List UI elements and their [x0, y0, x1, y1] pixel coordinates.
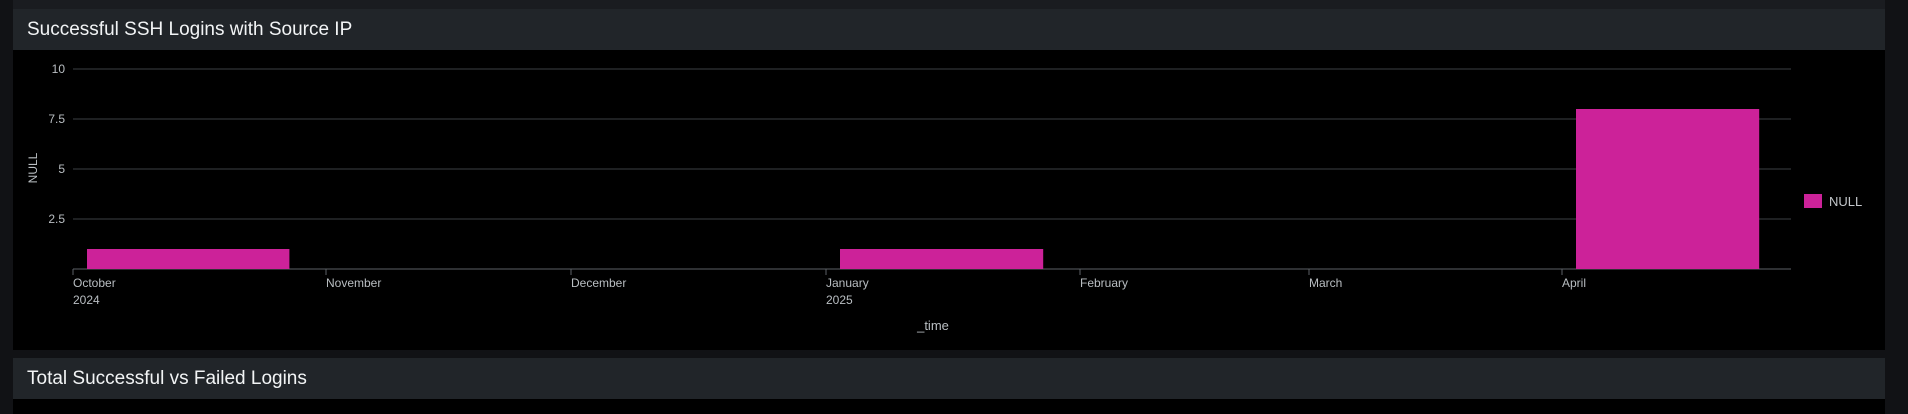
- y-axis-label: NULL: [26, 152, 40, 183]
- y-tick-label: 10: [52, 62, 66, 76]
- previous-panel-edge: [13, 0, 1885, 9]
- bar[interactable]: [840, 249, 1044, 269]
- panel-title-total-logins: Total Successful vs Failed Logins: [13, 358, 1885, 399]
- x-tick-label: April: [1562, 276, 1586, 290]
- bar-chart: 2.5 5 7.5 10 October 2024 November December Jan…: [26, 62, 1862, 333]
- x-tick-label: December: [571, 276, 626, 290]
- legend-label: NULL: [1829, 194, 1862, 209]
- x-tick-label: March: [1309, 276, 1342, 290]
- chart-panel-2: [13, 399, 1885, 414]
- y-tick-label: 7.5: [48, 112, 65, 126]
- x-tick-label: February: [1080, 276, 1128, 290]
- x-axis-label: _time: [916, 318, 949, 333]
- y-axis-ticks: 2.5 5 7.5 10: [48, 62, 65, 226]
- panel-title-ssh-logins: Successful SSH Logins with Source IP: [13, 9, 1885, 50]
- bars[interactable]: [87, 109, 1760, 269]
- panel-title-text: Total Successful vs Failed Logins: [27, 367, 307, 389]
- x-axis-ticks: October 2024 November December January 2025 Fe…: [72, 269, 1586, 307]
- x-tick-label: October: [73, 276, 116, 290]
- x-tick-label-year: 2025: [826, 293, 853, 307]
- x-tick-label-year: 2024: [73, 293, 100, 307]
- grid-lines: [73, 68, 1791, 270]
- legend-swatch: [1804, 194, 1822, 208]
- y-tick-label: 2.5: [48, 212, 65, 226]
- bar[interactable]: [1576, 109, 1760, 269]
- x-tick-label: November: [326, 276, 381, 290]
- chart-panel: 2.5 5 7.5 10 October 2024 November December Jan…: [13, 50, 1885, 350]
- x-tick-label: January: [826, 276, 869, 290]
- panel-title-text: Successful SSH Logins with Source IP: [27, 18, 353, 40]
- y-tick-label: 5: [58, 162, 65, 176]
- legend[interactable]: NULL: [1804, 194, 1862, 209]
- bar[interactable]: [87, 249, 290, 269]
